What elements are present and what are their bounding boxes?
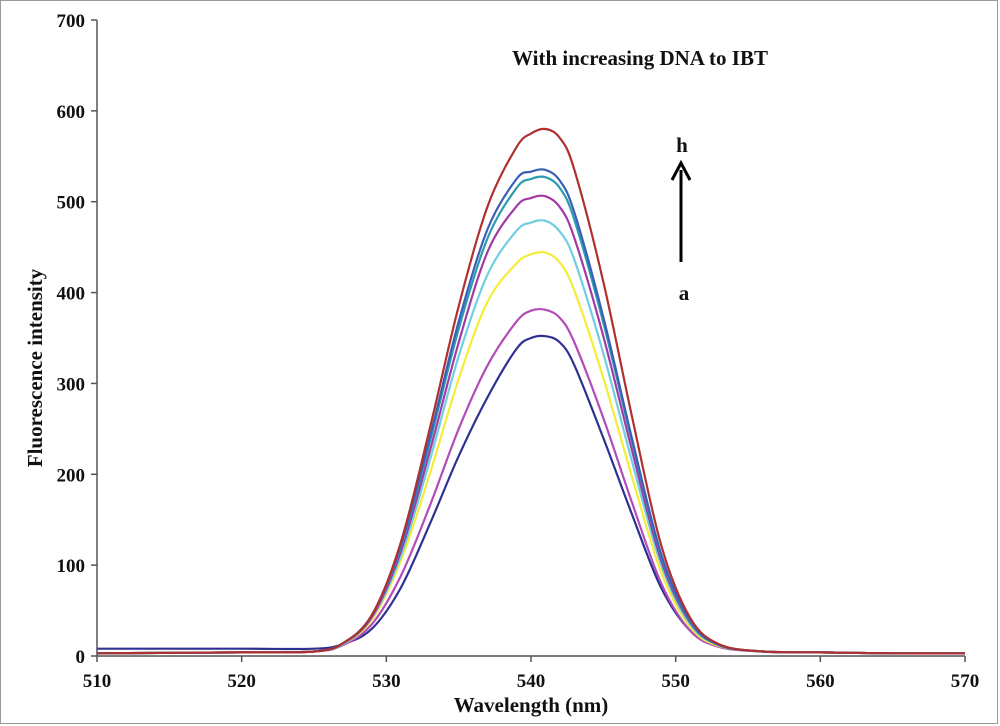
series-line-7: [96, 168, 966, 655]
x-tick-label: 550: [661, 671, 690, 692]
y-tick-label: 0: [76, 647, 86, 668]
y-tick-label: 400: [57, 284, 86, 305]
annotations: With increasing DNA to IBT h a: [512, 46, 768, 305]
series-line-1: [96, 334, 966, 655]
x-tick-label: 530: [372, 671, 401, 692]
series-line-4: [96, 219, 966, 655]
x-tick-label: 540: [517, 671, 546, 692]
x-tick-label: 570: [951, 671, 980, 692]
series-line-6: [96, 175, 966, 655]
axes: 0 100 200 300 400 500 600 700 510 520 530 540 550 560…: [57, 11, 980, 692]
y-tick-label: 600: [57, 102, 86, 123]
y-tick-label: 300: [57, 374, 86, 395]
arrow-bottom-label: a: [679, 281, 690, 305]
annotation-text: With increasing DNA to IBT: [512, 46, 768, 70]
series-line-5: [96, 194, 966, 655]
y-tick-label: 100: [57, 556, 86, 577]
series-line-8: [96, 127, 966, 655]
arrow-head-icon: [670, 159, 692, 181]
series-line-2: [96, 307, 966, 655]
x-tick-label: 520: [227, 671, 256, 692]
arrow-top-label: h: [676, 133, 688, 157]
x-axis-title: Wavelength (nm): [454, 693, 609, 717]
y-tick-label: 500: [57, 193, 86, 214]
series-group: [96, 127, 966, 655]
y-tick-label: 700: [57, 11, 86, 32]
x-tick-label: 560: [806, 671, 835, 692]
x-tick-label: 510: [83, 671, 112, 692]
series-line-3: [96, 250, 966, 655]
y-axis-title: Fluorescence intensity: [23, 268, 47, 467]
y-tick-label: 200: [57, 465, 86, 486]
